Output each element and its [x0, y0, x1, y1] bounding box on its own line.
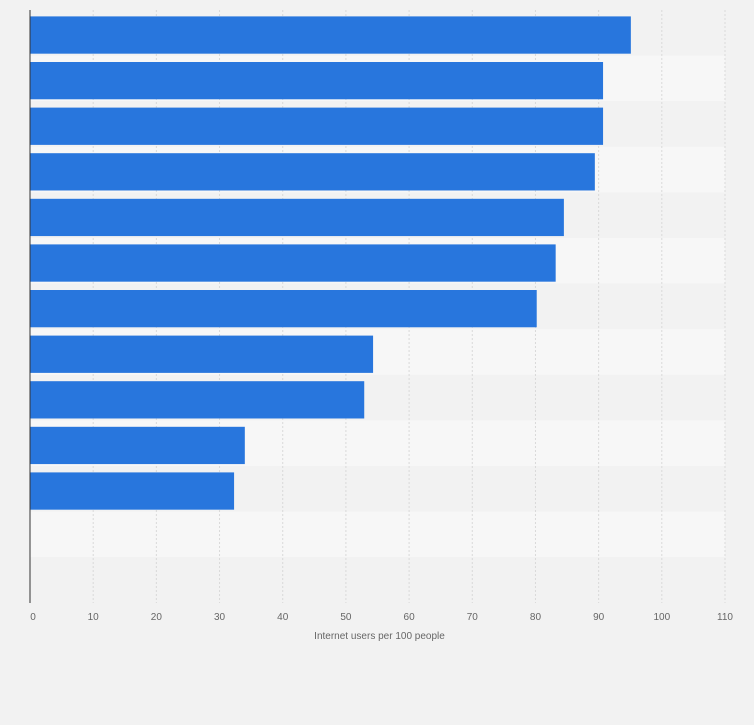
bar[interactable]: [30, 472, 235, 510]
bar[interactable]: [30, 426, 245, 465]
bar[interactable]: [30, 335, 374, 373]
x-tick-label: 90: [593, 612, 605, 623]
x-tick-label: 0: [30, 612, 36, 623]
x-tick-label: 70: [467, 612, 479, 623]
bars: [30, 16, 631, 510]
x-tick-label: 60: [404, 612, 416, 623]
x-axis-ticks: 0 10 20 30 40 50 60 70 80 90 100 110: [30, 612, 733, 623]
bar[interactable]: [30, 62, 604, 100]
bar[interactable]: [30, 381, 365, 419]
row-band: [30, 511, 725, 558]
x-tick-label: 110: [717, 612, 733, 623]
x-tick-label: 50: [340, 612, 352, 623]
x-axis-label: Internet users per 100 people: [314, 631, 445, 642]
x-tick-label: 100: [653, 612, 670, 623]
row-band: [30, 557, 725, 603]
bar[interactable]: [30, 244, 556, 282]
x-tick-label: 10: [88, 612, 100, 623]
bar[interactable]: [30, 16, 631, 54]
bar[interactable]: [30, 153, 595, 191]
x-tick-label: 20: [151, 612, 163, 623]
x-tick-label: 80: [530, 612, 542, 623]
bar[interactable]: [30, 290, 537, 328]
x-tick-label: 30: [214, 612, 226, 623]
x-tick-label: 40: [277, 612, 289, 623]
bar[interactable]: [30, 107, 604, 145]
bar[interactable]: [30, 198, 564, 237]
